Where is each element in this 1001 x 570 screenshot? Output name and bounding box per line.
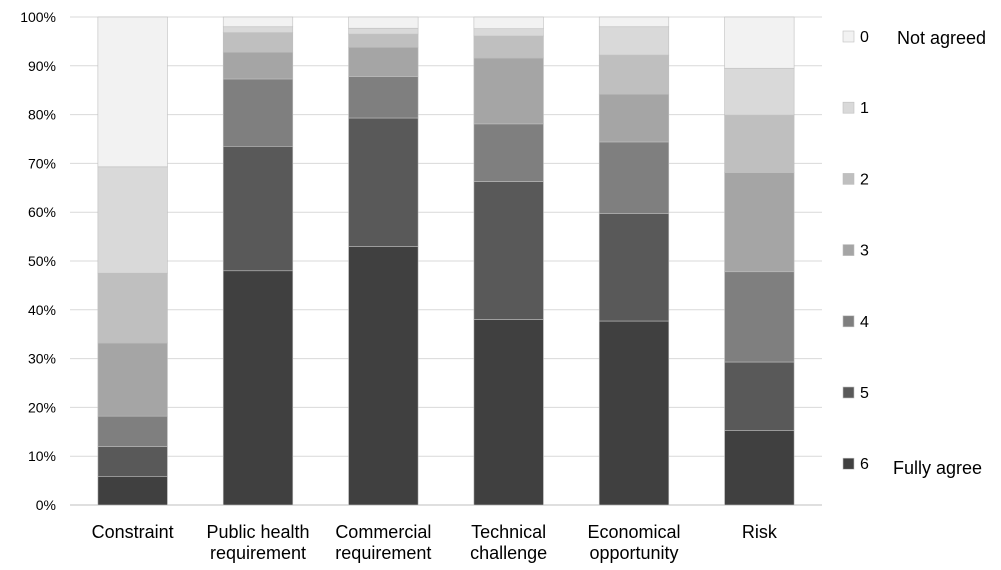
legend: Not agreed Fully agree 0 1 2 3 4 5 6: [842, 28, 986, 478]
bar-segment: [598, 320, 670, 506]
bar-segment: [598, 26, 670, 56]
legend-item-label: 3: [860, 243, 869, 260]
bar-segment: [97, 446, 168, 477]
y-tick-label: 30%: [28, 351, 56, 367]
legend-item-label: 6: [860, 456, 869, 473]
x-category-label: Technical challenge: [470, 522, 547, 563]
y-tick-label: 90%: [28, 58, 56, 74]
legend-top-note: Not agreed: [897, 28, 986, 48]
bar-segment: [348, 46, 419, 77]
bar-segment: [348, 16, 419, 29]
bar-segment: [97, 16, 168, 168]
bar-segment: [724, 430, 795, 506]
legend-item-label: 1: [860, 100, 869, 117]
bar-segment: [473, 319, 544, 506]
bar-segment: [598, 141, 670, 214]
x-category-label: Constraint: [92, 522, 174, 542]
bar-segment: [97, 342, 168, 417]
bar-segment: [97, 272, 168, 344]
bar-segment: [724, 271, 795, 363]
bar-segment: [222, 26, 294, 33]
x-category-label: Commercial requirement: [335, 522, 431, 563]
bar-segment: [724, 172, 795, 273]
legend-swatch: [842, 386, 855, 399]
y-tick-label: 100%: [20, 9, 56, 25]
legend-swatch: [842, 457, 855, 470]
bar-segment: [97, 166, 168, 274]
bar-segment: [473, 16, 544, 30]
x-category-label: Public health requirement: [206, 522, 309, 563]
y-tick-label: 70%: [28, 155, 56, 171]
bar-segment: [598, 54, 670, 95]
bar-segment: [724, 16, 795, 69]
legend-bottom-note: Fully agree: [893, 458, 982, 478]
bar-segment: [348, 33, 419, 48]
bars: [97, 16, 795, 506]
y-tick-label: 10%: [28, 448, 56, 464]
x-category-label: Risk: [742, 522, 778, 542]
legend-swatch: [842, 30, 855, 43]
x-category-label: Economical opportunity: [587, 522, 680, 563]
bar-segment: [97, 476, 168, 506]
y-axis: 0% 10% 20% 30% 40% 50% 60% 70% 80% 90% 100%: [20, 9, 56, 513]
legend-item-label: 0: [860, 29, 869, 46]
bar-segment: [724, 361, 795, 431]
bar-segment: [598, 93, 670, 143]
y-tick-label: 50%: [28, 253, 56, 269]
bar-segment: [348, 27, 419, 35]
bar-segment: [348, 76, 419, 119]
legend-swatch: [842, 101, 855, 114]
bar-segment: [97, 415, 168, 447]
bar-segment: [222, 51, 294, 80]
gridlines: [70, 16, 822, 506]
y-tick-label: 40%: [28, 302, 56, 318]
y-tick-label: 20%: [28, 399, 56, 415]
bar-segment: [724, 67, 795, 116]
bar-segment: [473, 35, 544, 59]
bar-segment: [724, 114, 795, 173]
bar-segment: [222, 32, 294, 53]
bar-segment: [473, 28, 544, 37]
bar-segment: [222, 78, 294, 147]
bar-segment: [222, 270, 294, 506]
legend-swatch: [842, 244, 855, 256]
bar-segment: [222, 146, 294, 272]
legend-item-label: 4: [860, 314, 869, 331]
legend-swatch: [842, 315, 855, 328]
bar-segment: [222, 16, 294, 28]
bar-segment: [348, 117, 419, 247]
y-tick-label: 0%: [36, 497, 56, 513]
bar-segment: [473, 57, 544, 125]
legend-item-label: 2: [860, 171, 869, 188]
x-axis: Constraint Public health requirement Commer…: [92, 522, 778, 563]
y-tick-label: 80%: [28, 107, 56, 123]
bar-segment: [598, 16, 670, 28]
bar-segment: [348, 246, 419, 506]
bar-segment: [473, 181, 544, 320]
bar-segment: [473, 123, 544, 182]
y-tick-label: 60%: [28, 204, 56, 220]
legend-item-label: 5: [860, 385, 869, 402]
bar-segment: [598, 213, 670, 322]
legend-swatch: [842, 173, 855, 185]
